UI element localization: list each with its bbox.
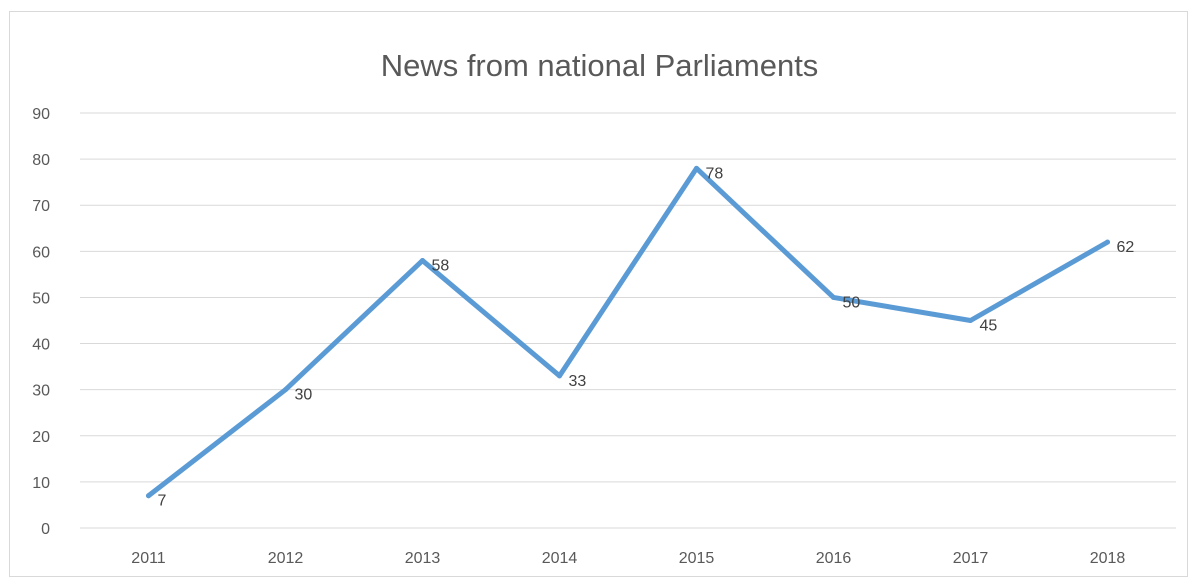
y-tick-label: 90 xyxy=(32,106,50,123)
x-tick-label: 2012 xyxy=(268,550,304,567)
data-point-2018 xyxy=(1105,239,1110,245)
gridlines xyxy=(80,112,1176,529)
y-tick-label: 60 xyxy=(32,244,50,261)
x-tick-label: 2017 xyxy=(953,550,989,567)
data-label-2012: 30 xyxy=(295,387,313,404)
data-point-2017 xyxy=(968,318,973,323)
x-tick-label: 2013 xyxy=(405,550,441,567)
x-tick-label: 2011 xyxy=(131,550,166,567)
y-tick-label: 40 xyxy=(32,337,50,354)
data-point-2016 xyxy=(831,294,836,300)
x-tick-label: 2015 xyxy=(679,550,715,567)
chart-title: News from national Parliaments xyxy=(380,48,819,83)
data-labels: 7 30 58 33 78 50 45 62 xyxy=(158,165,1135,509)
series xyxy=(146,165,1110,499)
chart-frame: News from national Parliaments xyxy=(9,11,1188,577)
y-tick-label: 50 xyxy=(32,290,50,307)
data-point-2015 xyxy=(694,165,699,171)
y-tick-label: 30 xyxy=(32,383,50,400)
y-tick-label: 20 xyxy=(32,429,50,446)
data-label-2016: 50 xyxy=(843,294,861,311)
x-tick-label: 2018 xyxy=(1090,550,1126,567)
x-tick-label: 2014 xyxy=(542,550,578,567)
data-point-2011 xyxy=(146,493,151,499)
y-tick-label: 0 xyxy=(41,521,50,538)
data-label-2011: 7 xyxy=(158,493,167,510)
axes: 0 10 20 30 40 50 60 70 80 90 2011 2012 2013 2014 2015 2… xyxy=(32,106,1125,567)
y-tick-label: 80 xyxy=(32,152,50,169)
data-label-2013: 58 xyxy=(432,258,450,275)
y-tick-label: 70 xyxy=(32,198,50,215)
data-label-2014: 33 xyxy=(569,373,587,390)
data-point-2014 xyxy=(557,373,562,379)
data-label-2015: 78 xyxy=(706,165,724,182)
data-point-2013 xyxy=(420,258,425,264)
data-label-2017: 45 xyxy=(980,318,998,335)
x-tick-label: 2016 xyxy=(816,550,852,567)
series-line xyxy=(146,165,1110,499)
data-point-2012 xyxy=(283,387,288,393)
data-label-2018: 62 xyxy=(1117,239,1135,256)
y-tick-label: 10 xyxy=(32,475,50,492)
